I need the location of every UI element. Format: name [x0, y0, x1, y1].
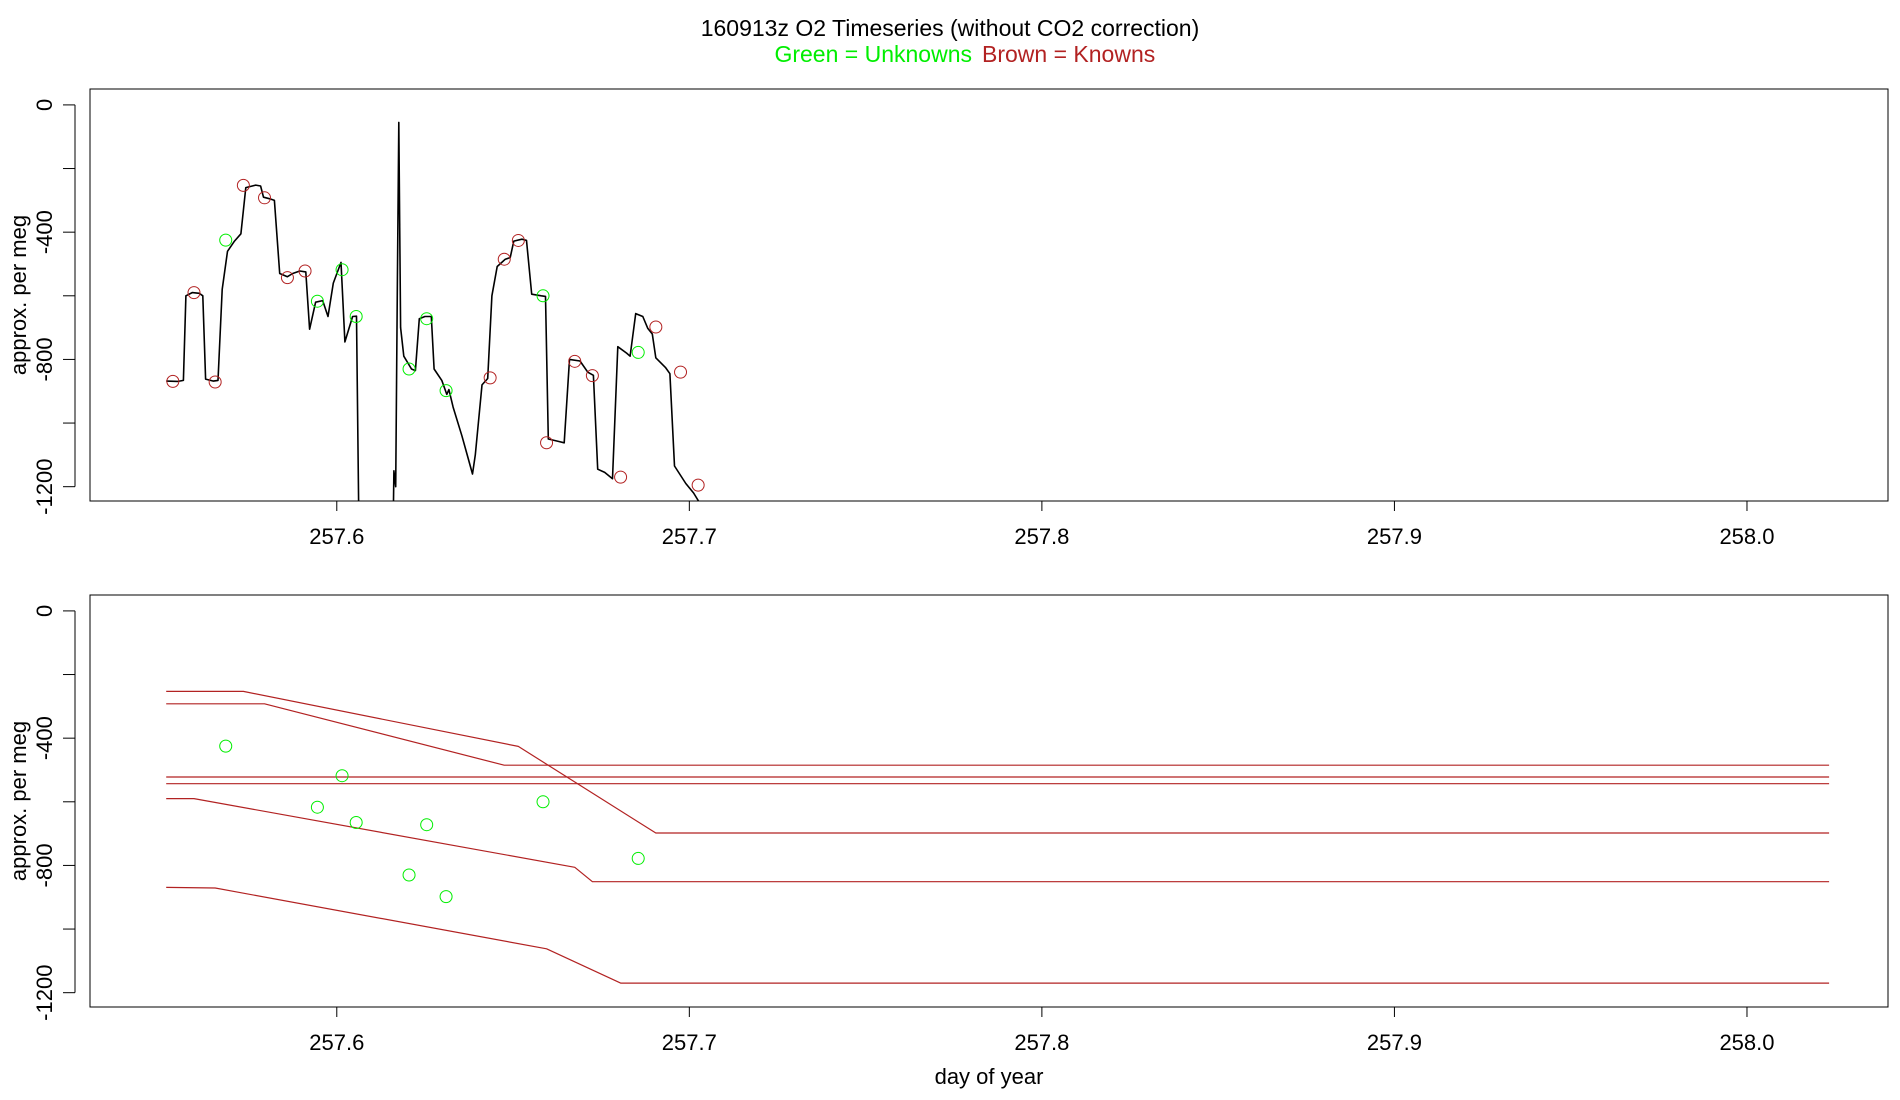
x-tick-label: 257.6 — [309, 524, 364, 549]
y-tick-label: 0 — [32, 99, 57, 111]
x-tick-label: 258.0 — [1719, 1030, 1774, 1055]
x-tick-label: 258.0 — [1719, 524, 1774, 549]
y-tick-label: -400 — [32, 210, 57, 254]
x-tick-label: 257.8 — [1014, 1030, 1069, 1055]
x-tick-label: 257.8 — [1014, 524, 1069, 549]
x-tick-label: 257.9 — [1367, 1030, 1422, 1055]
known-marker — [497, 252, 511, 266]
legend-unknowns-label: Green = Unknowns — [774, 41, 972, 67]
unknown-marker — [402, 362, 416, 376]
unknown-marker — [335, 769, 349, 783]
y-axis-label: approx. per meg — [6, 721, 31, 881]
known-marker — [614, 470, 628, 484]
series-group — [166, 690, 1830, 984]
x-tick-label: 257.7 — [662, 1030, 717, 1055]
knowns-fit-line — [166, 797, 1830, 883]
unknown-marker — [402, 868, 416, 882]
plot-frame — [89, 88, 1889, 502]
unknown-marker — [631, 345, 645, 359]
unknown-marker — [420, 312, 434, 326]
x-tick-label: 257.9 — [1367, 524, 1422, 549]
x-axis-label: day of year — [935, 1064, 1044, 1089]
y-tick-label: -800 — [32, 337, 57, 381]
known-marker — [511, 233, 525, 247]
y-tick-label: 0 — [32, 605, 57, 617]
unknown-marker — [349, 309, 363, 323]
known-marker — [258, 191, 272, 205]
known-marker — [298, 264, 312, 278]
y-tick-label: -400 — [32, 716, 57, 760]
known-marker — [540, 436, 554, 450]
known-marker — [187, 286, 201, 300]
unknown-marker — [439, 384, 453, 398]
unknown-marker — [310, 294, 324, 308]
known-marker — [674, 365, 688, 379]
y-tick-label: -1200 — [32, 459, 57, 515]
known-marker — [691, 478, 705, 492]
series-group — [166, 121, 700, 501]
unknown-marker — [219, 739, 233, 753]
known-marker — [208, 375, 222, 389]
y-axis: 0 -400 -800 -1200 approx. per meg — [6, 99, 76, 515]
unknown-marker — [631, 851, 645, 865]
x-tick-label: 257.6 — [309, 1030, 364, 1055]
plot-frame — [89, 594, 1889, 1008]
known-marker — [585, 369, 599, 383]
unknown-marker — [335, 263, 349, 277]
unknown-marker — [310, 800, 324, 814]
known-marker — [568, 354, 582, 368]
y-axis: 0 -400 -800 -1200 approx. per meg — [6, 605, 76, 1021]
marker-group — [219, 739, 645, 904]
y-tick-label: -800 — [32, 843, 57, 887]
unknown-marker — [219, 233, 233, 247]
o2-series-line — [166, 184, 360, 501]
unknown-marker — [536, 289, 550, 303]
knowns-fit-line — [166, 703, 1830, 766]
known-marker — [166, 374, 180, 388]
known-marker — [236, 178, 250, 192]
knowns-fit-line — [166, 690, 1830, 834]
x-tick-label: 257.7 — [662, 524, 717, 549]
knowns-fit-line — [166, 886, 1830, 984]
o2-series-line — [392, 121, 700, 501]
figure-title: 160913z O2 Timeseries (without CO2 corre… — [701, 15, 1200, 41]
unknown-marker — [349, 815, 363, 829]
x-axis: 257.6 257.7 257.8 257.9 258.0 day of year — [309, 1007, 1775, 1089]
x-axis: 257.6 257.7 257.8 257.9 258.0 — [309, 501, 1775, 549]
known-marker — [483, 371, 497, 385]
known-marker — [649, 320, 663, 334]
y-axis-label: approx. per meg — [6, 215, 31, 375]
unknown-marker — [420, 818, 434, 832]
unknown-marker — [439, 890, 453, 904]
y-tick-label: -1200 — [32, 965, 57, 1021]
marker-group — [166, 178, 705, 492]
known-marker — [280, 271, 294, 285]
legend-knowns-label: Brown = Knowns — [982, 41, 1155, 67]
unknown-marker — [536, 795, 550, 809]
